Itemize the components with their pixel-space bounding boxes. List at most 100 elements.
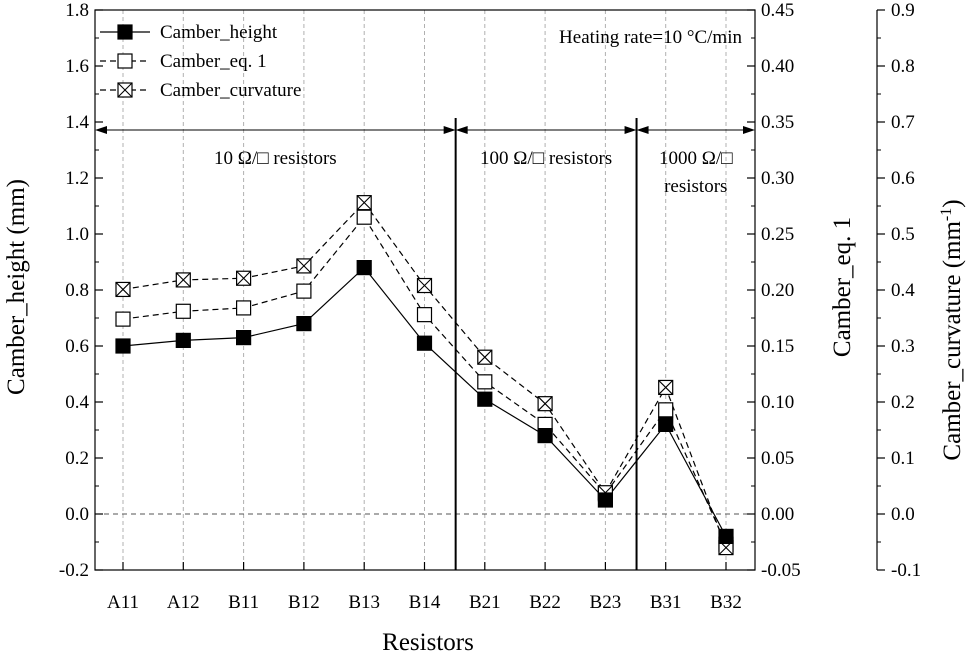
marker-cross [236,270,251,286]
marker-box [296,316,312,332]
x-tick-label-B21: B21 [469,592,501,613]
marker-cross [356,195,372,211]
group-label-3: 1000 Ω/□ [659,148,733,169]
marker-box [416,307,433,323]
series-1-point [356,209,372,225]
marker-box [416,335,433,351]
marker-box [597,492,614,508]
group-arrow-2 [455,126,637,134]
marker-box [537,428,553,444]
x-axis-title: Resistors [382,629,474,656]
y-tick-label: -0.2 [59,560,89,581]
series-2-point [356,195,372,211]
group-label-1: 10 Ω/□ resistors [214,148,337,169]
y2-tick-label: 0.00 [761,504,794,525]
series-0-point [296,316,312,332]
series-1-point [296,283,312,299]
series-1-point [477,374,493,390]
y-tick-label: 1.0 [65,224,89,245]
y3-tick-label: 0.7 [891,112,915,133]
y-axis-title: Camber_height (mm) [3,179,30,395]
y3-axis-title-exp: -1 [938,208,955,221]
legend-marker-1 [117,53,133,69]
marker-box [296,283,312,299]
legend: Camber_height Camber_eq. 1 Camber_curvatur… [100,22,301,101]
marker-box [115,311,131,327]
series-2-point [236,270,252,286]
x-tick-label-B11: B11 [228,592,259,613]
series-1-point [115,311,131,327]
legend-marker-2 [117,82,133,98]
series-0-point [175,332,191,348]
y-tick-label: 1.2 [65,168,89,189]
y3-axis-title-close: ) [939,199,966,207]
marker-cross [417,278,432,293]
x-tick-label-B23: B23 [590,592,622,613]
axes: -0.2 0.0 0.2 0.4 0.6 0.8 1.0 1.2 1.4 1.6 1.8 -0.05 0… [59,0,921,613]
arrow-head-left [455,126,468,134]
arrow-head-left [95,126,107,134]
y2-tick-label: 0.05 [761,448,794,469]
marker-cross [658,380,674,395]
arrow-head-left [636,126,649,134]
series-0-point [718,528,734,545]
x-tick-label-B13: B13 [348,592,380,613]
group-label-2: 100 Ω/□ resistors [480,148,612,169]
series-2-point [296,258,312,274]
y3-axis-title-base: Camber_curvature (mm [939,221,966,461]
marker-box [718,528,734,545]
y3-tick-label: 0.1 [891,448,915,469]
x-tick-label-B22: B22 [529,592,561,613]
y2-tick-label: 0.10 [761,392,794,413]
x-tick-label-B31: B31 [650,592,682,613]
y2-tick-label: 0.30 [761,168,794,189]
y3-tick-label: 0.9 [891,0,915,21]
series-2-point [537,396,553,412]
heating-rate-label: Heating rate=10 °C/min [559,27,742,48]
marker-box [477,391,493,407]
y-tick-label: 1.4 [65,112,89,133]
arrow-head-right [443,126,456,134]
y2-tick-label: 0.25 [761,224,794,245]
y-tick-label: 0.0 [65,504,89,525]
y3-tick-label: -0.1 [891,560,921,581]
series-1-point [236,300,252,316]
series-2-point [658,379,674,396]
marker-cross [175,272,191,288]
legend-label-2: Camber_curvature [160,80,301,101]
x-tick-label-B12: B12 [288,592,320,613]
y3-tick-label: 0.2 [891,392,915,413]
y2-tick-label: -0.05 [761,560,801,581]
y-tick-label: 1.8 [65,0,89,21]
arrow-head-right [743,126,755,134]
y3-tick-label: 0.6 [891,168,915,189]
x-tick-label-B32: B32 [710,592,742,613]
y2-tick-label: 0.40 [761,56,794,77]
marker-box [658,402,674,418]
y3-tick-label: 0.5 [891,224,915,245]
series-0-point [658,416,674,432]
series-0-point [597,492,614,508]
series-0-point [537,428,553,444]
y2-tick-label: 0.20 [761,280,794,301]
marker-box [175,332,191,348]
group-arrow-3 [636,126,755,134]
marker-cross [117,82,133,98]
legend-label-0: Camber_height [160,22,278,43]
y3-tick-label: 0.4 [891,280,915,301]
legend-label-1: Camber_eq. 1 [160,51,267,72]
series-2-point [718,539,734,556]
marker-box [356,260,372,276]
series-0-point [115,338,131,354]
marker-box [115,338,131,354]
marker-cross [296,258,312,274]
marker-box [658,416,674,432]
y3-axis-title: Camber_curvature (mm-1) [938,199,966,460]
series-0-point [356,260,372,276]
plot-area [115,195,734,556]
marker-box [117,53,133,69]
marker-cross [115,282,131,297]
series-1-point [175,303,191,319]
series-2-point [416,277,433,294]
